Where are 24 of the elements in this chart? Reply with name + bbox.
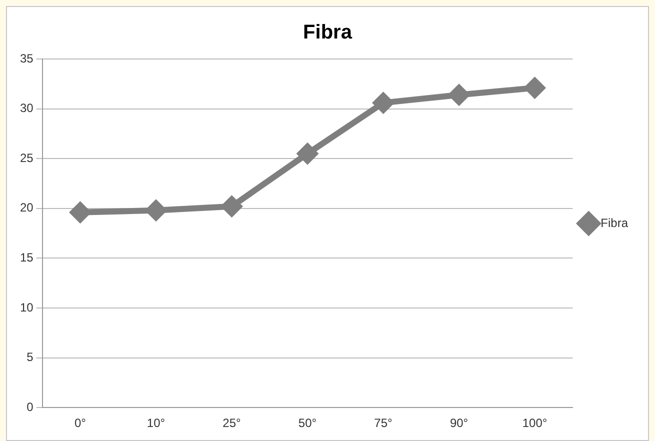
x-tick-label: 10° [146, 416, 166, 430]
y-tick-label: 5 [26, 350, 34, 364]
y-tick-label: 15 [20, 250, 34, 265]
point [524, 78, 545, 98]
y-tick-label: 0 [26, 400, 34, 414]
x-tick-label: 25° [222, 416, 242, 430]
y-tick-label: 10 [20, 300, 34, 314]
y-tick-label: 30 [20, 101, 34, 116]
x-tick-label: 100° [522, 416, 548, 430]
point [298, 144, 318, 164]
legend-label: Fibra [600, 216, 628, 230]
point [373, 92, 394, 113]
point [449, 84, 470, 105]
point [222, 196, 242, 216]
y-tick-label: 25 [20, 150, 34, 165]
point [146, 200, 166, 220]
x-tick-label: 75° [374, 416, 393, 430]
point [70, 202, 90, 222]
y-tick-label: 20 [20, 200, 34, 215]
x-tick-label: 90° [450, 416, 468, 430]
chart-title: Fibra [303, 22, 353, 44]
x-tick-label: 50° [298, 416, 317, 430]
x-tick-label: 0° [74, 416, 86, 430]
y-tick-label: 35 [20, 51, 34, 66]
